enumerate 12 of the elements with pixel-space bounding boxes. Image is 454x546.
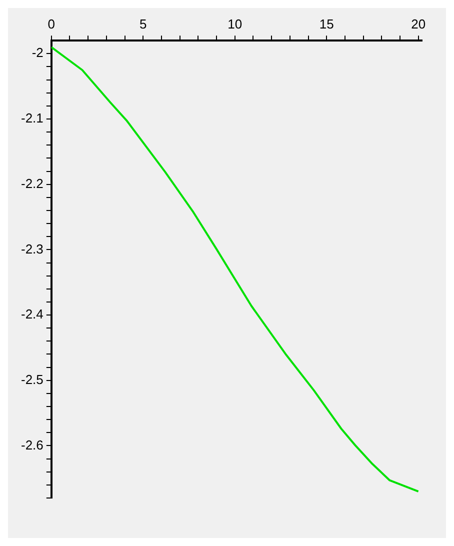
y-tick-label: -2.1 [20, 110, 44, 126]
x-tick-label: 10 [228, 16, 242, 32]
x-tick-label: 0 [48, 16, 56, 32]
y-tick-label: -2 [32, 45, 44, 60]
x-tick-label: 5 [140, 16, 147, 32]
x-tick-label: 20 [411, 16, 426, 32]
y-tick-label: -2.3 [20, 241, 44, 256]
y-tick-label: -2.6 [20, 437, 44, 452]
x-tick-label: 15 [319, 16, 334, 32]
y-tick-label: -2.5 [20, 372, 44, 387]
y-tick-label: -2.4 [20, 306, 44, 322]
y-tick-label: -2.2 [20, 176, 44, 191]
